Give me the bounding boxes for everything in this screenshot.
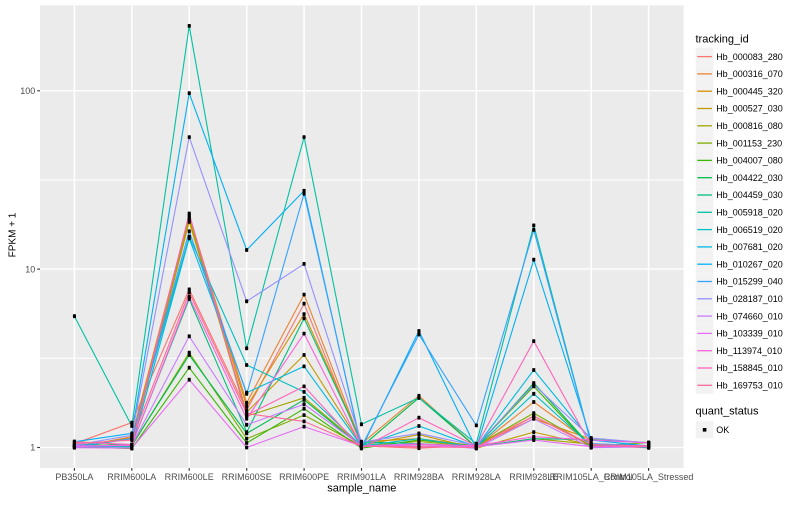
svg-text:Hb_028187_010: Hb_028187_010: [716, 294, 783, 304]
svg-text:Hb_000816_080: Hb_000816_080: [716, 121, 783, 131]
svg-text:RRIM600LA: RRIM600LA: [107, 472, 156, 482]
svg-text:tracking_id: tracking_id: [696, 34, 749, 46]
svg-text:Hb_005918_020: Hb_005918_020: [716, 208, 783, 218]
svg-text:Hb_001153_230: Hb_001153_230: [716, 138, 782, 148]
svg-text:RRIM901LA: RRIM901LA: [337, 472, 386, 482]
svg-text:Hb_000445_320: Hb_000445_320: [716, 86, 783, 96]
svg-text:quant_status: quant_status: [696, 405, 759, 417]
svg-text:Hb_074660_010: Hb_074660_010: [716, 311, 783, 321]
svg-text:sample_name: sample_name: [327, 483, 396, 495]
svg-text:RRIM600PE: RRIM600PE: [279, 472, 329, 482]
svg-text:RRIM928LA: RRIM928LA: [452, 472, 501, 482]
svg-text:Hb_007681_020: Hb_007681_020: [716, 242, 783, 252]
svg-text:Hb_000083_280: Hb_000083_280: [716, 52, 783, 62]
svg-text:Hb_113974_010: Hb_113974_010: [716, 346, 782, 356]
svg-text:RRIM105LA_Stressed: RRIM105LA_Stressed: [604, 472, 694, 482]
svg-text:FPKM + 1: FPKM + 1: [8, 212, 19, 257]
svg-text:Hb_000316_070: Hb_000316_070: [716, 69, 783, 79]
svg-text:Hb_004007_080: Hb_004007_080: [716, 156, 783, 166]
svg-text:PB350LA: PB350LA: [55, 472, 93, 482]
svg-text:Hb_169753_010: Hb_169753_010: [716, 381, 783, 391]
svg-text:Hb_004422_030: Hb_004422_030: [716, 173, 783, 183]
svg-text:Hb_010267_020: Hb_010267_020: [716, 259, 783, 269]
svg-text:RRIM600SE: RRIM600SE: [222, 472, 272, 482]
svg-text:Hb_000527_030: Hb_000527_030: [716, 104, 783, 114]
svg-text:100: 100: [20, 86, 35, 96]
svg-text:Hb_006519_020: Hb_006519_020: [716, 225, 783, 235]
svg-text:RRIM928LE: RRIM928LE: [509, 472, 558, 482]
svg-text:10: 10: [25, 264, 35, 274]
svg-text:Hb_015299_040: Hb_015299_040: [716, 277, 783, 287]
svg-text:RRIM105LA_Control: RRIM105LA_Control: [550, 472, 633, 482]
svg-text:OK: OK: [716, 425, 729, 435]
svg-text:RRIM928BA: RRIM928BA: [394, 472, 444, 482]
svg-text:Hb_158845_010: Hb_158845_010: [716, 363, 783, 373]
svg-text:RRIM600LE: RRIM600LE: [165, 472, 214, 482]
svg-text:1: 1: [30, 443, 35, 453]
svg-text:Hb_004459_030: Hb_004459_030: [716, 190, 783, 200]
svg-text:Hb_103339_010: Hb_103339_010: [716, 329, 783, 339]
